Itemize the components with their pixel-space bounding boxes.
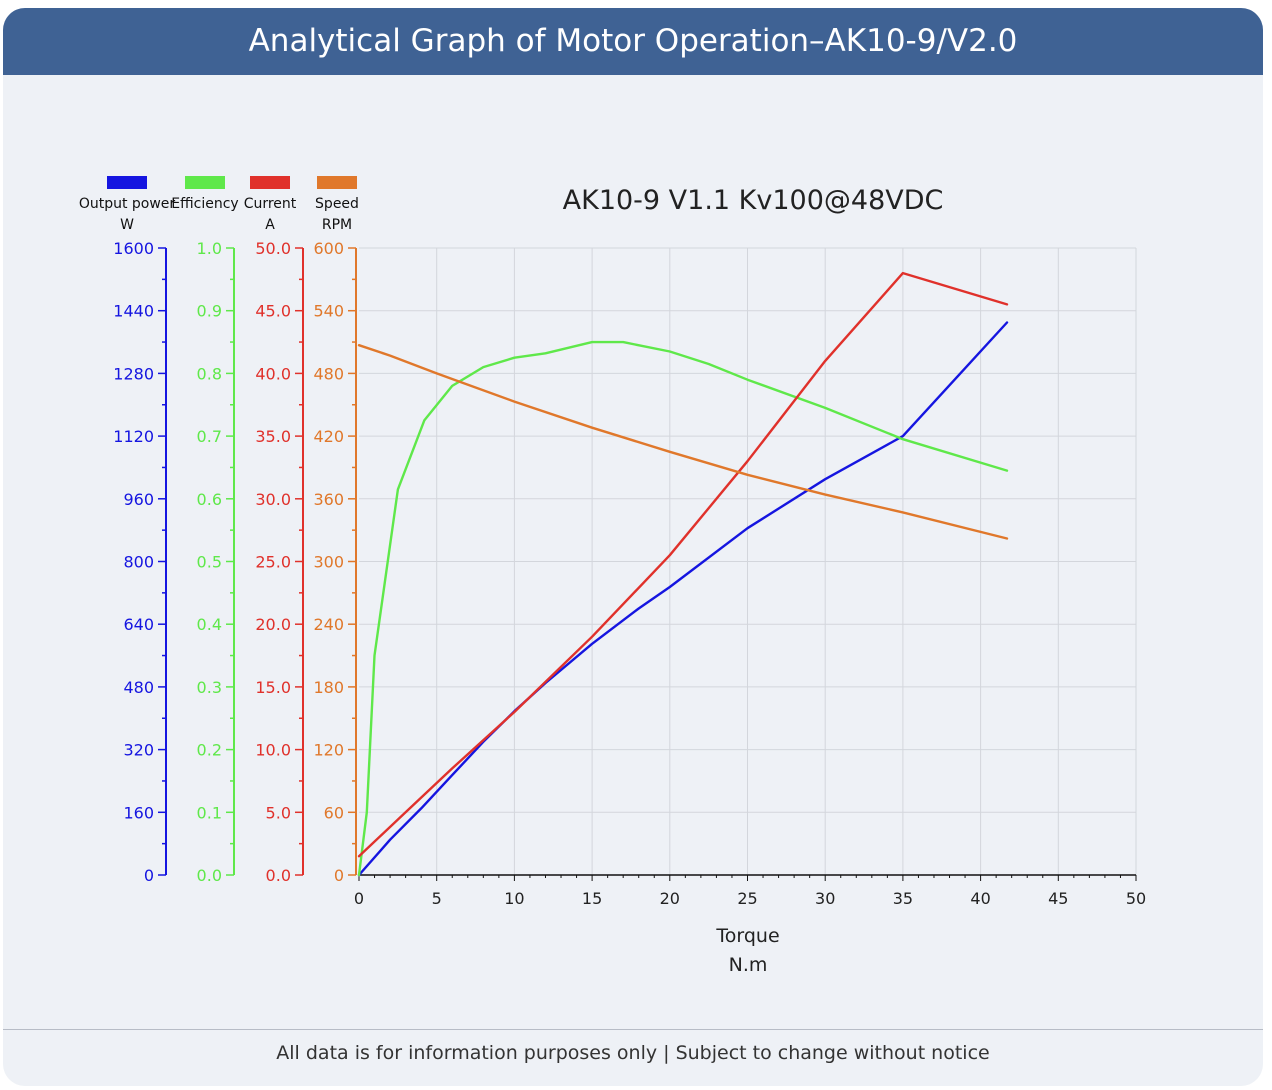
x-tick-label: 0 xyxy=(354,889,364,908)
power-tick-label: 160 xyxy=(123,803,154,822)
power-tick-label: 960 xyxy=(123,490,154,509)
speed-legend-label: Speed xyxy=(315,196,359,212)
current-tick-label: 20.0 xyxy=(255,615,291,634)
x-tick-label: 10 xyxy=(504,889,524,908)
efficiency-tick-label: 0.7 xyxy=(197,427,222,446)
current-tick-label: 50.0 xyxy=(255,239,291,258)
x-tick-label: 25 xyxy=(737,889,757,908)
footer-divider xyxy=(3,1029,1263,1030)
efficiency-tick-label: 0.5 xyxy=(197,553,222,572)
speed-legend-unit: RPM xyxy=(322,217,352,233)
x-tick-label: 45 xyxy=(1048,889,1068,908)
page-header: Analytical Graph of Motor Operation–AK10… xyxy=(3,8,1263,75)
current-tick-label: 10.0 xyxy=(255,741,291,760)
x-axis-unit: N.m xyxy=(729,954,768,976)
efficiency-legend-swatch xyxy=(185,176,225,189)
current-tick-label: 25.0 xyxy=(255,553,291,572)
speed-tick-label: 420 xyxy=(313,427,344,446)
x-tick-label: 30 xyxy=(815,889,835,908)
speed-tick-label: 0 xyxy=(334,866,344,885)
power-tick-label: 1440 xyxy=(113,302,154,321)
current-legend-unit: A xyxy=(265,217,275,233)
current-tick-label: 5.0 xyxy=(266,803,291,822)
efficiency-tick-label: 0.2 xyxy=(197,741,222,760)
chart-legend: Output power W Efficiency Current A Speed RPM xyxy=(79,176,359,233)
x-tick-label: 40 xyxy=(970,889,990,908)
x-tick-label: 5 xyxy=(432,889,442,908)
y-axes: 0 160 320 480 640 800 960 1120 1280 1440 1600 0.0 0.… xyxy=(113,239,357,885)
speed-tick-label: 120 xyxy=(313,741,344,760)
x-tick-label: 35 xyxy=(893,889,913,908)
current-tick-label: 30.0 xyxy=(255,490,291,509)
speed-legend-swatch xyxy=(317,176,357,189)
power-tick-label: 800 xyxy=(123,553,154,572)
x-tick-label: 20 xyxy=(660,889,680,908)
power-tick-label: 640 xyxy=(123,615,154,634)
current-tick-label: 35.0 xyxy=(255,427,291,446)
efficiency-tick-label: 1.0 xyxy=(197,239,222,258)
x-tick-label: 15 xyxy=(582,889,602,908)
power-legend-label: Output power xyxy=(79,196,176,212)
power-tick-label: 1120 xyxy=(113,427,154,446)
series-lines xyxy=(357,271,1009,877)
motor-chart: 0 5 10 15 20 25 30 35 40 45 50 0 160 320 480 640 800 960… xyxy=(79,176,1146,976)
efficiency-tick-label: 0.3 xyxy=(197,678,222,697)
power-tick-label: 0 xyxy=(144,866,154,885)
current-tick-label: 45.0 xyxy=(255,302,291,321)
power-tick-label: 320 xyxy=(123,741,154,760)
speed-series-line xyxy=(357,344,1009,540)
efficiency-tick-label: 0.8 xyxy=(197,364,222,383)
current-series-line xyxy=(357,271,1009,858)
current-tick-label: 15.0 xyxy=(255,678,291,697)
footer-note: All data is for information purposes onl… xyxy=(276,1042,990,1064)
efficiency-tick-label: 0.6 xyxy=(197,490,222,509)
efficiency-tick-label: 0.9 xyxy=(197,302,222,321)
power-tick-label: 1600 xyxy=(113,239,154,258)
power-series-line xyxy=(357,321,1009,877)
current-legend-label: Current xyxy=(244,196,297,212)
efficiency-legend-label: Efficiency xyxy=(171,196,238,212)
speed-tick-label: 180 xyxy=(313,678,344,697)
power-legend-unit: W xyxy=(120,217,134,233)
efficiency-tick-label: 0.4 xyxy=(197,615,222,634)
speed-tick-label: 600 xyxy=(313,239,344,258)
chart-grid xyxy=(359,247,1137,875)
power-tick-label: 1280 xyxy=(113,364,154,383)
speed-tick-label: 540 xyxy=(313,302,344,321)
efficiency-tick-label: 0.0 xyxy=(197,866,222,885)
speed-tick-label: 300 xyxy=(313,553,344,572)
chart-card: Analytical Graph of Motor Operation–AK10… xyxy=(3,8,1263,1086)
efficiency-tick-label: 0.1 xyxy=(197,803,222,822)
x-axis: 0 5 10 15 20 25 30 35 40 45 50 xyxy=(354,874,1146,908)
speed-tick-label: 60 xyxy=(324,803,344,822)
speed-tick-label: 240 xyxy=(313,615,344,634)
current-tick-label: 0.0 xyxy=(266,866,291,885)
speed-tick-label: 480 xyxy=(313,364,344,383)
efficiency-series-line xyxy=(357,340,1009,877)
current-tick-label: 40.0 xyxy=(255,364,291,383)
power-legend-swatch xyxy=(107,176,147,189)
x-axis-label: Torque xyxy=(715,925,779,947)
chart-title: AK10-9 V1.1 Kv100@48VDC xyxy=(563,185,944,216)
current-legend-swatch xyxy=(250,176,290,189)
speed-tick-label: 360 xyxy=(313,490,344,509)
power-tick-label: 480 xyxy=(123,678,154,697)
x-tick-label: 50 xyxy=(1126,889,1146,908)
